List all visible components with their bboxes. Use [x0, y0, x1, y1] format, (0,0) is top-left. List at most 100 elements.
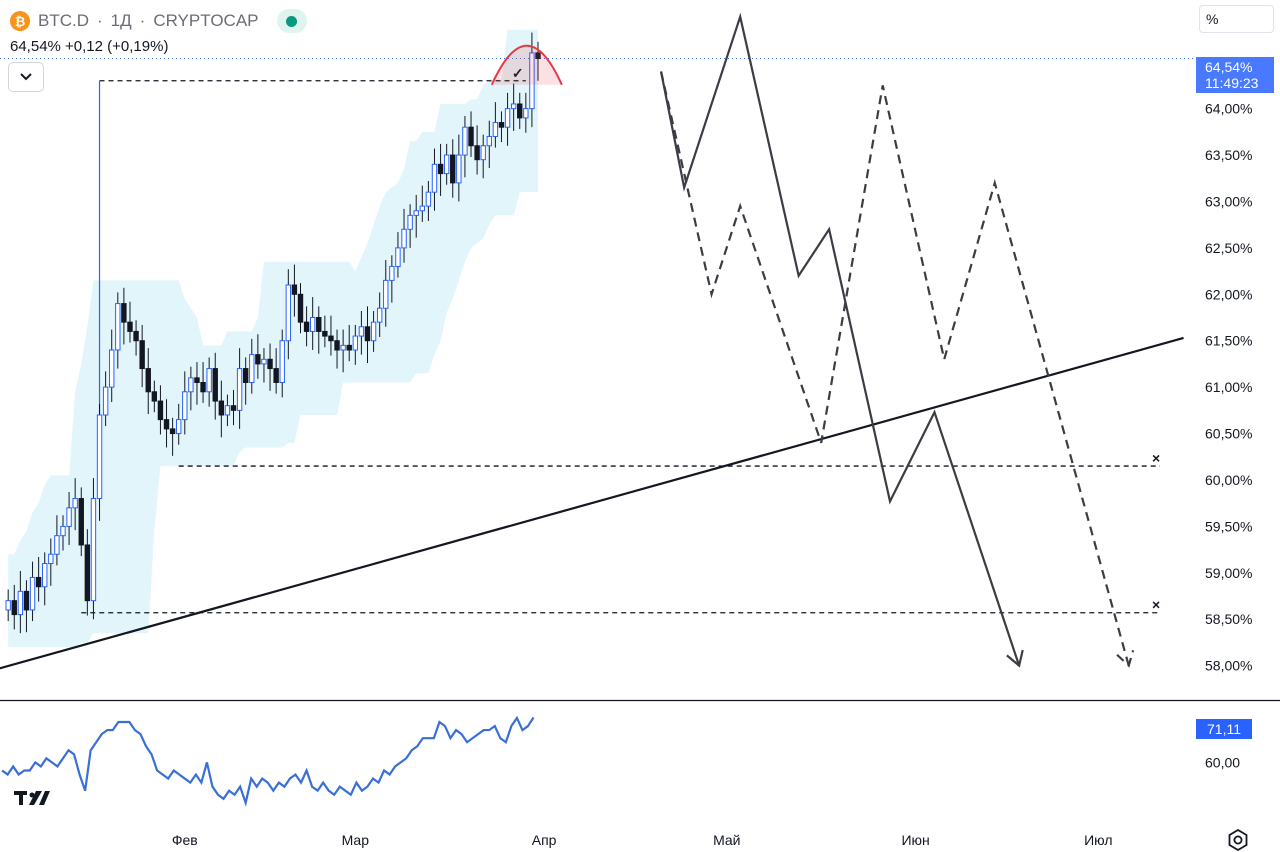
- candle: [498, 122, 505, 128]
- candle: [230, 405, 237, 411]
- candle: [78, 498, 84, 546]
- candle: [358, 326, 365, 337]
- candle: [431, 163, 438, 193]
- rsi-line: [1, 715, 535, 807]
- candle: [176, 419, 182, 435]
- candle: [54, 535, 60, 555]
- candle: [242, 368, 249, 383]
- y-tick-label: 60,50%: [1205, 426, 1252, 442]
- candle: [139, 340, 145, 370]
- candle: [127, 321, 133, 332]
- candle: [35, 576, 42, 588]
- x-tick-label: Июн: [901, 832, 929, 848]
- candle: [340, 344, 346, 351]
- candle: [90, 498, 97, 602]
- interval-label[interactable]: 1Д: [110, 11, 132, 30]
- candle: [383, 279, 389, 309]
- candle: [121, 303, 127, 323]
- candle: [267, 358, 273, 370]
- candle: [352, 335, 359, 351]
- y-tick-label: 63,50%: [1205, 147, 1252, 163]
- x-tick-label: Фев: [172, 832, 198, 848]
- last-price-value: 64,54%: [1205, 59, 1253, 75]
- candle: [413, 210, 419, 216]
- candle: [115, 303, 121, 351]
- candles: [5, 32, 541, 634]
- candle: [370, 321, 377, 342]
- candle: [23, 590, 30, 611]
- candle: [29, 576, 36, 611]
- candle: [218, 400, 225, 416]
- candle: [169, 428, 176, 435]
- candle: [437, 163, 444, 175]
- y-tick-label: 61,50%: [1205, 333, 1252, 349]
- bar-countdown: 11:49:23: [1205, 75, 1259, 91]
- candle: [535, 52, 541, 59]
- candle: [474, 145, 480, 161]
- symbol-header: ₿ BTC.D · 1Д · CRYPTOCAP: [10, 9, 307, 33]
- candle: [316, 317, 322, 332]
- candle: [419, 205, 426, 212]
- candle: [364, 326, 371, 342]
- candle: [163, 419, 170, 430]
- y-tick-label: 59,00%: [1205, 565, 1252, 581]
- tradingview-logo-icon[interactable]: [14, 788, 50, 808]
- exchange-label: CRYPTOCAP: [153, 11, 259, 30]
- candle: [480, 145, 486, 161]
- y-tick-label: 63,00%: [1205, 193, 1252, 209]
- scenario-solid-path-arrowhead: [1006, 649, 1024, 668]
- y-tick-label: 62,00%: [1205, 286, 1252, 302]
- candle: [224, 405, 231, 416]
- candle: [285, 284, 292, 342]
- y-tick-label: 58,00%: [1205, 658, 1252, 674]
- candle: [109, 349, 115, 388]
- candle: [42, 563, 48, 588]
- trendline: [0, 336, 1184, 670]
- separator: ·: [97, 11, 103, 30]
- gear-icon[interactable]: [1226, 828, 1250, 852]
- candle: [401, 228, 407, 249]
- percent-scale-button[interactable]: %: [1199, 5, 1274, 33]
- candle: [334, 340, 340, 351]
- candle: [504, 108, 511, 128]
- level-marker: ×: [1152, 597, 1160, 613]
- level-marker: ✓: [512, 65, 524, 81]
- market-status-icon[interactable]: [276, 9, 307, 33]
- candle: [486, 135, 492, 147]
- y-tick-label: 60,00%: [1205, 472, 1252, 488]
- candle: [297, 293, 304, 323]
- candle: [322, 330, 328, 337]
- candle: [407, 214, 413, 230]
- symbol-name[interactable]: BTC.D: [38, 11, 89, 30]
- separator: ·: [139, 11, 146, 30]
- rsi-value-label: 71,11: [1196, 719, 1252, 739]
- candle: [72, 498, 78, 509]
- candle: [346, 344, 352, 351]
- bitcoin-icon: ₿: [10, 11, 30, 31]
- candle: [249, 354, 255, 383]
- candle: [376, 307, 383, 323]
- last-price-label: 64,54% 11:49:23: [1196, 57, 1274, 93]
- candle: [102, 386, 109, 416]
- scenario-solid-path: [659, 12, 1021, 666]
- x-tick-label: Мар: [342, 832, 370, 848]
- candle: [133, 330, 139, 342]
- level-marker: ×: [1152, 450, 1160, 466]
- price-change-line: 64,54% +0,12 (+0,19%): [10, 38, 169, 55]
- candle: [273, 368, 279, 383]
- scenario-dashed-path: [659, 71, 1130, 666]
- candle: [66, 507, 72, 527]
- rsi-y-tick-label: 60,00: [1205, 754, 1240, 770]
- candle: [5, 600, 11, 611]
- candle: [206, 368, 212, 393]
- candle: [255, 354, 261, 365]
- candle: [84, 544, 91, 602]
- candle: [395, 247, 401, 267]
- candle: [236, 368, 243, 411]
- candle: [328, 335, 334, 342]
- candle: [468, 126, 474, 147]
- collapse-legend-button[interactable]: [8, 62, 44, 92]
- candle: [462, 126, 468, 156]
- candle: [309, 317, 316, 332]
